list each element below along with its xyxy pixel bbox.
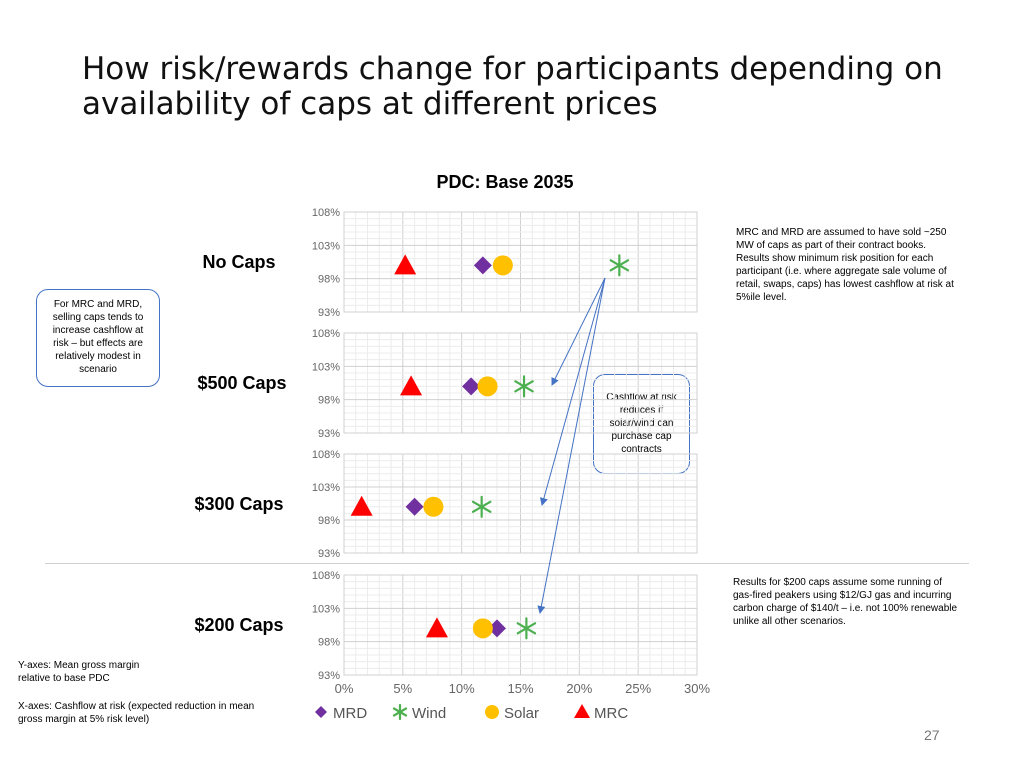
y-tick-label: 108% [312,570,340,582]
panel-label-300-caps: $300 Caps [194,494,284,514]
x-tick-label: 15% [507,681,533,696]
legend-marker-solar [485,705,499,719]
x-tick-label: 0% [335,681,354,696]
point-solar-panel-3 [423,496,444,517]
legend-marker-mrd [315,706,327,718]
point-wind-panel-1 [609,254,630,277]
y-tick-label: 98% [318,274,340,286]
y-tick-label: 108% [312,449,340,461]
legend-label-mrd: MRD [333,705,367,722]
point-wind-panel-2 [514,375,534,398]
plot-area [343,453,698,554]
x-tick-label: 25% [625,681,651,696]
plot-area [343,211,698,313]
y-tick-label: 93% [318,670,340,682]
y-tick-label: 108% [312,328,340,340]
y-tick-label: 98% [318,395,340,407]
callout-left: For MRC and MRD, selling caps tends to i… [36,289,160,387]
point-mrc-panel-4 [425,617,448,638]
plot-area [343,574,698,676]
point-solar-panel-2 [477,376,498,397]
point-wind-panel-3 [471,495,492,518]
x-tick-label: 5% [393,681,412,696]
y-tick-label: 93% [318,428,340,440]
point-solar-panel-4 [472,618,493,639]
point-mrd-panel-1 [473,256,492,275]
arrow-1 [551,277,606,386]
y-tick-label: 93% [318,307,340,319]
page-number: 27 [924,727,940,743]
y-tick-label: 103% [312,603,340,615]
chart-title: PDC: Base 2035 [436,172,574,192]
y-tick-label: 98% [318,637,340,649]
y-tick-label: 93% [318,548,340,560]
arrow-3 [537,277,606,614]
panel-label-no-caps: No Caps [202,252,276,272]
point-mrd-panel-3 [405,497,424,516]
legend-marker-mrc [574,704,590,718]
point-solar-panel-1 [492,255,513,276]
point-mrd-panel-4 [487,619,506,638]
y-tick-label: 103% [312,240,340,252]
arrow-2 [540,277,606,506]
point-mrc-panel-2 [400,375,423,396]
note-axes-y: Y-axes: Mean gross margin relative to ba… [18,660,140,684]
x-tick-label: 20% [566,681,592,696]
point-mrd-panel-2 [462,377,481,396]
point-mrc-panel-3 [350,495,373,516]
point-mrc-panel-1 [394,254,417,275]
y-tick-label: 108% [312,207,340,219]
y-tick-label: 98% [318,515,340,527]
slide-title: How risk/rewards change for participants… [82,51,943,122]
panel-label-200-caps: $200 Caps [194,615,284,635]
plot-area [343,332,698,434]
divider-line [45,563,969,564]
y-tick-label: 103% [312,361,340,373]
y-tick-label: 103% [312,482,340,494]
note-bottom-right: Results for $200 caps assume some runnin… [733,577,958,627]
x-tick-label: 10% [449,681,475,696]
note-axes-x: X-axes: Cashflow at risk (expected reduc… [18,701,255,725]
panel-label-500-caps: $500 Caps [197,373,287,393]
x-tick-label: 30% [684,681,710,696]
legend-label-mrc: MRC [594,705,628,722]
note-top-right: MRC and MRD are assumed to have sold ~25… [736,227,954,303]
legend-label-wind: Wind [412,705,446,722]
legend-marker-wind [392,703,408,721]
legend-label-solar: Solar [504,705,539,722]
point-wind-panel-4 [516,617,537,640]
